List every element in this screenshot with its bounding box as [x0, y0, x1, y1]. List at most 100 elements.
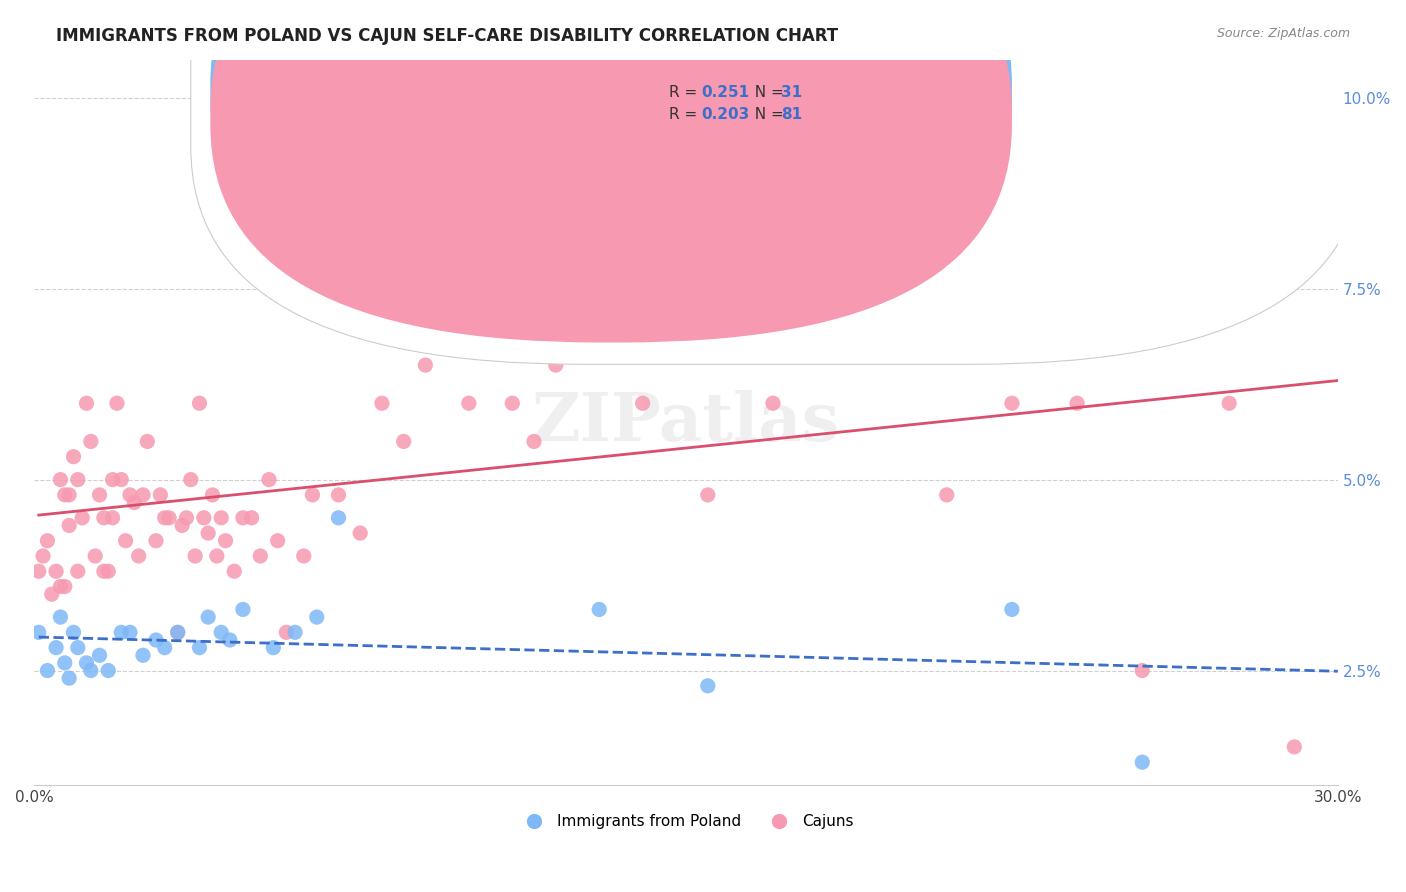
Point [349, 526, 371, 541]
Text: N =: N = [745, 85, 789, 100]
Point [118, 625, 141, 640]
Point [145, 632, 167, 647]
Point [80, 434, 103, 449]
Point [188, 396, 211, 410]
Point [1284, 739, 1306, 754]
Point [209, 510, 232, 524]
Text: R =  0.203   N = 81: R = 0.203 N = 81 [627, 107, 776, 121]
Point [62, 450, 84, 464]
Point [240, 510, 263, 524]
Point [935, 488, 957, 502]
Point [128, 549, 150, 563]
Point [479, 319, 502, 334]
Point [214, 533, 236, 548]
Point [610, 167, 633, 181]
Point [66, 564, 89, 578]
Point [166, 625, 188, 640]
Point [1218, 396, 1240, 410]
FancyBboxPatch shape [191, 0, 1364, 364]
Point [696, 488, 718, 502]
Point [145, 533, 167, 548]
Point [62, 625, 84, 640]
Point [132, 648, 155, 663]
Point [53, 580, 76, 594]
Point [276, 625, 298, 640]
Point [166, 625, 188, 640]
Point [49, 580, 72, 594]
Point [37, 664, 59, 678]
Point [28, 564, 51, 578]
Point [84, 549, 107, 563]
Point [89, 488, 111, 502]
Text: N =: N = [745, 107, 789, 121]
Point [415, 358, 437, 372]
Point [184, 549, 207, 563]
Point [80, 664, 103, 678]
Point [262, 640, 284, 655]
Point [219, 632, 242, 647]
Text: 0.251: 0.251 [702, 85, 749, 100]
Point [76, 656, 98, 670]
Point [696, 679, 718, 693]
Point [266, 533, 288, 548]
Point [93, 564, 115, 578]
Point [53, 656, 76, 670]
Point [66, 473, 89, 487]
Point [101, 510, 124, 524]
Point [53, 488, 76, 502]
Text: IMMIGRANTS FROM POLAND VS CAJUN SELF-CARE DISABILITY CORRELATION CHART: IMMIGRANTS FROM POLAND VS CAJUN SELF-CAR… [56, 27, 838, 45]
Point [232, 602, 254, 616]
Point [588, 602, 610, 616]
Text: R =: R = [669, 85, 707, 100]
Point [201, 488, 224, 502]
Point [149, 488, 172, 502]
Point [176, 510, 198, 524]
Point [1001, 602, 1024, 616]
Text: ZIPatlas: ZIPatlas [531, 390, 841, 455]
Point [762, 396, 785, 410]
Point [328, 510, 350, 524]
Point [249, 549, 271, 563]
Point [305, 610, 328, 624]
Point [32, 549, 55, 563]
Point [827, 244, 849, 258]
Point [153, 510, 176, 524]
Point [197, 526, 219, 541]
Text: R =: R = [669, 107, 707, 121]
Point [101, 473, 124, 487]
Point [544, 358, 567, 372]
Point [284, 625, 307, 640]
Point [28, 625, 51, 640]
Point [1130, 755, 1153, 769]
Point [180, 473, 202, 487]
Point [284, 244, 307, 258]
Point [1001, 396, 1024, 410]
Point [457, 396, 479, 410]
Point [132, 488, 155, 502]
Point [58, 671, 80, 685]
Point [136, 434, 159, 449]
Point [105, 396, 128, 410]
Point [257, 473, 280, 487]
Point [188, 640, 211, 655]
Point [45, 640, 67, 655]
FancyBboxPatch shape [211, 0, 1012, 343]
Point [49, 610, 72, 624]
Point [58, 518, 80, 533]
Text: Source: ZipAtlas.com: Source: ZipAtlas.com [1216, 27, 1350, 40]
Point [193, 510, 215, 524]
Point [58, 488, 80, 502]
Point [118, 488, 141, 502]
FancyBboxPatch shape [211, 0, 1012, 318]
Point [232, 510, 254, 524]
Point [45, 564, 67, 578]
Point [157, 510, 180, 524]
Point [224, 564, 246, 578]
Point [76, 396, 98, 410]
Point [97, 564, 120, 578]
Text: R =  0.251   N = 31: R = 0.251 N = 31 [627, 85, 776, 100]
Point [292, 549, 315, 563]
Point [523, 434, 546, 449]
Point [631, 396, 654, 410]
Point [110, 473, 132, 487]
